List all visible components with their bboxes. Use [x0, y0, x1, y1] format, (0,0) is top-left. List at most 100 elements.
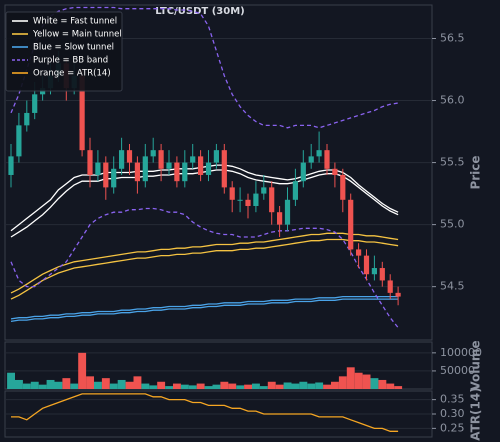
plot	[7, 352, 403, 389]
volume-bar	[331, 381, 339, 389]
volume-bar	[22, 383, 31, 389]
volume-bar	[315, 382, 324, 389]
candle-body	[269, 187, 275, 213]
candle-body	[174, 162, 180, 182]
candle-body	[395, 292, 401, 297]
indicator-line	[10, 207, 399, 329]
volume-bar	[188, 385, 197, 389]
y-tick-label: 55.5	[440, 156, 465, 169]
legend-box	[5, 11, 123, 92]
volume-bar	[354, 372, 363, 389]
volume-bar	[362, 374, 371, 389]
candle-body	[356, 249, 362, 256]
candle-body	[379, 268, 385, 281]
candle-body	[237, 199, 243, 201]
volume-bar	[323, 384, 331, 389]
chart-title: LTC/USDT (30M)	[155, 6, 244, 17]
y-axis-title: Price	[469, 155, 483, 189]
volume-bar	[62, 378, 71, 389]
candle-body	[103, 162, 109, 188]
y-tick-label: 55.0	[440, 218, 465, 231]
volume-bar	[196, 383, 205, 389]
indicator-line	[10, 238, 399, 300]
volume-bar	[141, 383, 150, 389]
y-tick-label: 56.0	[440, 94, 465, 107]
volume-bar	[299, 381, 308, 389]
indicator-line	[10, 295, 399, 320]
candle-body	[316, 150, 322, 157]
volume-bar	[212, 384, 221, 389]
candle-body	[205, 162, 212, 175]
volume-bar	[291, 383, 300, 389]
y-tick-label: 0.25	[440, 421, 465, 434]
legend-label: Orange = ATR(14)	[33, 69, 111, 79]
plot	[11, 393, 399, 432]
candle-body	[221, 150, 227, 188]
volume-bar	[15, 379, 23, 389]
volume-bar	[180, 384, 189, 389]
y-tick-label: 50000	[440, 364, 475, 377]
indicator-line	[10, 232, 399, 294]
volume-bar	[70, 383, 79, 389]
candle-body	[363, 255, 370, 275]
y-axis-title: Volume	[469, 340, 483, 390]
volume-bar	[338, 376, 347, 389]
candle-body	[8, 156, 14, 175]
volume-bar	[117, 379, 126, 389]
candle-body	[95, 162, 101, 175]
candle-body	[190, 156, 196, 163]
candle-body	[253, 193, 259, 206]
legend-label: Blue = Slow tunnel	[33, 43, 114, 53]
candle-body	[261, 187, 267, 194]
candle-body	[371, 268, 377, 275]
volume-bar	[228, 383, 237, 389]
candle-body	[111, 168, 117, 188]
candle-body	[142, 156, 148, 182]
volume-bar	[346, 367, 355, 389]
volume-bar	[86, 376, 94, 389]
volume-bar	[109, 383, 118, 389]
y-tick-label: 54.5	[440, 280, 465, 293]
legend-label: Purple = BB band	[33, 56, 108, 66]
volume-bar	[394, 386, 403, 389]
y-tick-label: 56.5	[440, 32, 465, 45]
volume-bar	[165, 386, 173, 389]
volume-bar	[236, 385, 245, 389]
candle-body	[134, 162, 140, 182]
y-tick-label: 0.35	[440, 393, 465, 406]
volume-bar	[94, 381, 102, 389]
candle-body	[24, 112, 30, 126]
volume-bar	[220, 381, 229, 389]
volume-bar	[307, 383, 316, 389]
candle-body	[198, 156, 204, 175]
candle-body	[324, 150, 330, 169]
volume-bar	[259, 386, 268, 389]
candle-body	[213, 150, 219, 163]
indicator-line	[11, 393, 399, 432]
candle-body	[150, 150, 156, 157]
indicator-line	[10, 298, 399, 323]
panel	[4, 4, 433, 341]
candle-body	[284, 199, 291, 225]
candle-body	[245, 199, 251, 206]
volume-bar	[38, 384, 47, 389]
volume-bar	[370, 378, 379, 389]
volume-bar	[204, 386, 213, 389]
candle-body	[79, 75, 85, 151]
candle-body	[340, 174, 346, 200]
volume-bar	[378, 379, 387, 389]
volume-bar	[386, 383, 395, 389]
volume-bar	[275, 384, 284, 389]
candle-body	[119, 150, 125, 169]
volume-bar	[133, 376, 142, 389]
candle-body	[126, 150, 133, 163]
volume-bar	[149, 385, 158, 389]
volume-bar	[173, 383, 181, 389]
candle-body	[87, 150, 93, 175]
volume-bar	[267, 381, 276, 389]
volume-bar	[101, 378, 110, 389]
candle-body	[348, 199, 354, 250]
candle-body	[229, 187, 235, 200]
legend-label: White = Fast tunnel	[33, 17, 117, 27]
